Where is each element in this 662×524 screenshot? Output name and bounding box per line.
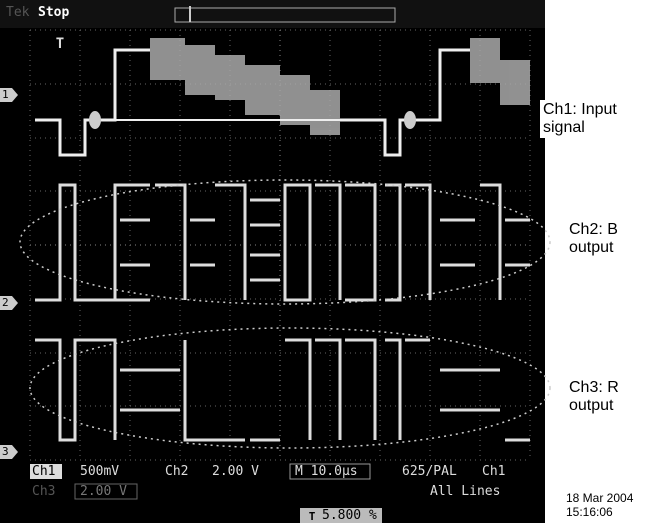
scope-screen: T T: [0, 0, 662, 523]
ch2-scale: 2.00 V: [212, 464, 259, 480]
trigger-source: Ch1: [482, 464, 505, 480]
date: 18 Mar 2004: [566, 492, 633, 505]
annotation: Ch1: Input signal: [540, 100, 624, 138]
ch3-scale: 2.00 V: [80, 484, 127, 500]
ch2-label: Ch2: [165, 464, 188, 480]
trigger-level: 5.800 %: [322, 508, 377, 524]
channel-marker: 2: [2, 295, 9, 311]
time: 15:16:06: [566, 506, 613, 519]
annotation: Ch2: B output: [566, 220, 642, 258]
ch1-label: Ch1: [32, 464, 55, 480]
svg-text:T: T: [56, 36, 64, 52]
channel-marker: 3: [2, 444, 9, 460]
line-select: All Lines: [430, 484, 500, 500]
status: Stop: [38, 5, 69, 21]
channel-marker: 1: [2, 87, 9, 103]
svg-text:T: T: [309, 510, 316, 523]
brand: Tek: [6, 5, 29, 21]
video-standard: 625/PAL: [402, 464, 457, 480]
timebase: M 10.0µs: [295, 464, 358, 480]
ch3-label: Ch3: [32, 484, 55, 500]
page: T T Tek Stop 1 2 3 Ch1: Input signal Ch2…: [0, 0, 662, 523]
ch1-scale: 500mV: [80, 464, 119, 480]
annotation: Ch3: R output: [566, 378, 642, 416]
